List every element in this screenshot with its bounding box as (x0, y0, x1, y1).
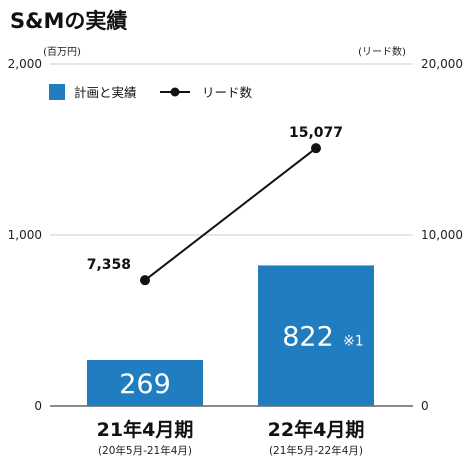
bar-value-label: 822 (282, 322, 334, 353)
category-period-label: (21年5月-22年4月) (269, 444, 363, 457)
bar-value-label: 269 (119, 369, 171, 400)
left-axis-unit: (百万円) (43, 46, 81, 58)
right-tick-label: 20,000 (421, 57, 463, 71)
right-axis-ticks: 0 10,000 20,000 (421, 57, 463, 413)
right-axis-unit: (リード数) (358, 45, 406, 58)
right-tick-label: 10,000 (421, 228, 463, 242)
legend-line-label: リード数 (202, 85, 253, 100)
legend-bar-label: 計画と実績 (74, 85, 137, 100)
left-tick-label: 2,000 (8, 57, 42, 71)
lead-point (311, 143, 321, 154)
legend-line-marker (170, 87, 180, 97)
left-tick-label: 0 (34, 399, 42, 413)
category-labels: 21年4月期 (20年5月-21年4月) 22年4月期 (21年5月-22年4月) (97, 418, 365, 457)
bar-footnote-mark: ※1 (343, 334, 364, 350)
lead-point (140, 275, 150, 286)
left-tick-label: 1,000 (8, 228, 42, 242)
right-tick-label: 0 (421, 399, 429, 413)
category-label: 21年4月期 (97, 418, 194, 441)
lead-series-line (144, 147, 317, 281)
lead-line: 7,358 15,077 (87, 125, 343, 286)
bar (258, 265, 374, 406)
bar (87, 360, 203, 406)
legend-bar-swatch (49, 84, 65, 100)
left-axis-ticks: 0 1,000 2,000 (8, 57, 42, 413)
category-label: 22年4月期 (268, 418, 365, 441)
lead-value-label: 7,358 (87, 257, 131, 273)
category-period-label: (20年5月-21年4月) (98, 444, 192, 457)
lead-value-label: 15,077 (289, 125, 343, 141)
bars: 269 822 ※1 (87, 265, 374, 406)
chart-title: S&Mの実績 (10, 9, 127, 33)
legend: 計画と実績 リード数 (49, 84, 253, 100)
